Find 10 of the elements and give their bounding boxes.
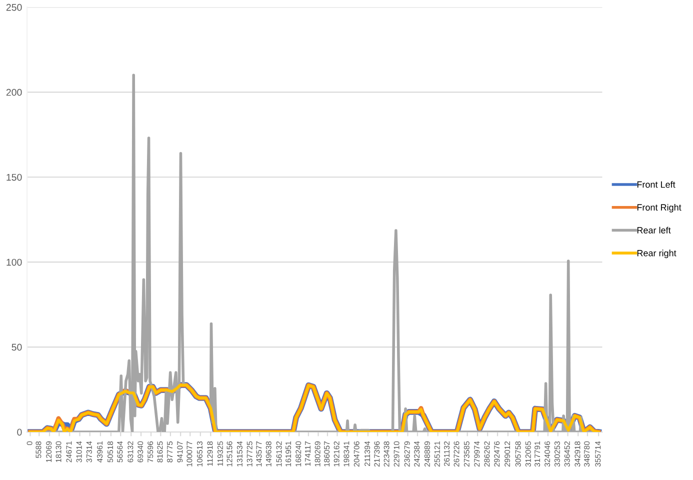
- y-tick-label: 150: [6, 174, 22, 181]
- legend-label: Rear right: [637, 250, 676, 258]
- y-tick-label: 200: [6, 88, 22, 96]
- y-tick-label: 100: [6, 258, 22, 266]
- legend-label: Rear left: [637, 226, 671, 234]
- legend-label: Front Right: [637, 204, 682, 212]
- legend-label: Front Left: [637, 181, 676, 188]
- y-tick-label: 250: [6, 4, 22, 11]
- y-tick-label: 50: [12, 344, 22, 351]
- y-tick-label: 0: [17, 428, 22, 436]
